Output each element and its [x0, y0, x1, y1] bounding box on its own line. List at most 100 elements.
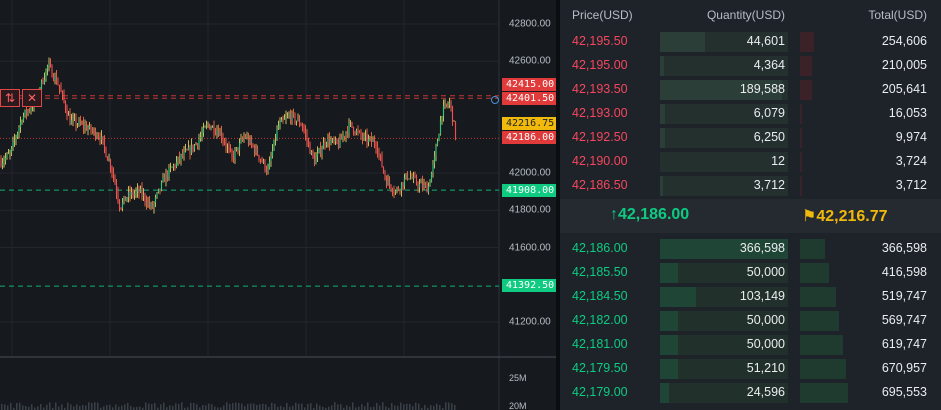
volume-bar — [223, 405, 225, 410]
ask-row[interactable]: 42,193.00 6,079 16,053 — [560, 102, 941, 126]
volume-bar — [424, 404, 426, 410]
quantity-cell-bg — [660, 359, 788, 379]
volume-bar — [142, 407, 144, 410]
bid-row[interactable]: 42,182.00 50,000 569,747 — [560, 309, 941, 333]
volume-bar — [448, 402, 450, 410]
volume-bar — [166, 407, 168, 410]
quantity-cell-bg — [660, 104, 788, 124]
quantity-cell: 51,210 — [746, 361, 785, 375]
volume-bar — [61, 404, 63, 410]
bid-row[interactable]: 42,185.50 50,000 416,598 — [560, 261, 941, 285]
up-arrow-icon: ↑ — [610, 206, 618, 223]
price-cell: 42,193.50 — [572, 82, 628, 96]
volume-bar — [67, 402, 69, 410]
volume-bar — [109, 404, 111, 410]
volume-bar — [352, 402, 354, 410]
price-line-drag-handle[interactable] — [491, 96, 499, 104]
volume-bar — [115, 404, 117, 410]
axis-tick-label: 42600.00 — [509, 55, 551, 67]
volume-bar — [211, 404, 213, 410]
price-cell: 42,181.00 — [572, 337, 628, 351]
volume-bar — [139, 406, 141, 410]
total-depth-bar — [800, 176, 802, 196]
total-depth-bar — [800, 128, 802, 148]
axis-tick-label: 41800.00 — [509, 204, 551, 216]
total-cell: 519,747 — [881, 289, 927, 303]
volume-bar — [268, 406, 270, 410]
volume-bar — [112, 407, 114, 410]
price-cell: 42,179.00 — [572, 385, 628, 399]
volume-bar — [193, 402, 195, 410]
volume-bar — [370, 407, 372, 410]
ask-row[interactable]: 42,190.00 12 3,724 — [560, 150, 941, 174]
bid-row[interactable]: 42,179.50 51,210 670,957 — [560, 357, 941, 381]
volume-bar — [325, 407, 327, 410]
volume-bar — [409, 403, 411, 410]
volume-bar — [16, 402, 18, 410]
axis-tick-label: 41200.00 — [509, 316, 551, 328]
volume-bar — [340, 404, 342, 410]
total-cell: 670,957 — [881, 361, 927, 375]
volume-bar — [292, 405, 294, 410]
price-cell: 42,195.50 — [572, 34, 628, 48]
volume-bar — [238, 402, 240, 410]
price-line-label: 42186.00 — [502, 131, 556, 144]
total-depth-bar — [800, 311, 839, 331]
quantity-depth-bar — [660, 311, 678, 331]
quantity-cell: 24,596 — [746, 385, 785, 399]
quantity-cell-bg — [660, 128, 788, 148]
ask-row[interactable]: 42,192.50 6,250 9,974 — [560, 126, 941, 150]
volume-bar — [187, 407, 189, 410]
volume-bar — [97, 402, 99, 410]
last-price[interactable]: ↑42,186.00 — [610, 206, 689, 224]
bid-row[interactable]: 42,186.00 366,598 366,598 — [560, 237, 941, 261]
price-column-header[interactable]: Price(USD) — [572, 8, 633, 22]
ask-row[interactable]: 42,195.50 44,601 254,606 — [560, 30, 941, 54]
volume-bar — [154, 402, 156, 410]
volume-bar — [220, 407, 222, 410]
volume-bar — [34, 407, 36, 410]
quantity-cell: 6,079 — [753, 106, 785, 120]
volume-bar — [403, 404, 405, 410]
volume-bar — [343, 407, 345, 410]
volume-bar — [262, 403, 264, 410]
volume-bar — [157, 407, 159, 410]
bid-row[interactable]: 42,181.00 50,000 619,747 — [560, 333, 941, 357]
reverse-order-button[interactable]: ⇅ — [0, 89, 20, 107]
candlestick-chart[interactable] — [0, 0, 556, 410]
total-cell: 16,053 — [888, 106, 927, 120]
quantity-depth-bar — [660, 359, 678, 379]
price-chart[interactable]: 42800.00 42600.00 42000.00 41800.00 41600.00… — [0, 0, 556, 410]
order-book: Price(USD) Quantity(USD) Total(USD) 42,1… — [560, 0, 941, 410]
quantity-cell: 4,364 — [753, 58, 785, 72]
ask-row[interactable]: 42,193.50 189,588 205,641 — [560, 78, 941, 102]
volume-bar — [373, 406, 375, 410]
volume-bar — [121, 405, 123, 410]
volume-bar — [7, 405, 9, 410]
volume-bar — [247, 403, 249, 410]
ask-row[interactable]: 42,186.50 3,712 3,712 — [560, 174, 941, 198]
volume-bar — [127, 402, 129, 410]
price-cell: 42,186.00 — [572, 241, 628, 255]
volume-bar — [316, 403, 318, 410]
bid-row[interactable]: 42,179.00 24,596 695,553 — [560, 381, 941, 405]
quantity-cell: 103,149 — [739, 289, 785, 303]
volume-bar — [94, 402, 96, 410]
volume-bar — [181, 402, 183, 410]
volume-bar — [10, 402, 12, 410]
quantity-depth-bar — [660, 263, 678, 283]
quantity-column-header[interactable]: Quantity(USD) — [706, 8, 785, 22]
volume-bar — [148, 403, 150, 410]
volume-bar — [397, 405, 399, 410]
total-column-header[interactable]: Total(USD) — [868, 8, 927, 22]
cancel-order-button[interactable]: ✕ — [22, 89, 42, 107]
total-cell: 366,598 — [881, 241, 927, 255]
volume-bar — [310, 403, 312, 410]
total-depth-bar — [800, 359, 846, 379]
ask-row[interactable]: 42,195.00 4,364 210,005 — [560, 54, 941, 78]
volume-bar — [232, 403, 234, 410]
bid-row[interactable]: 42,184.50 103,149 519,747 — [560, 285, 941, 309]
volume-bar — [283, 407, 285, 410]
volume-bar — [442, 407, 444, 410]
total-depth-bar — [800, 56, 812, 76]
